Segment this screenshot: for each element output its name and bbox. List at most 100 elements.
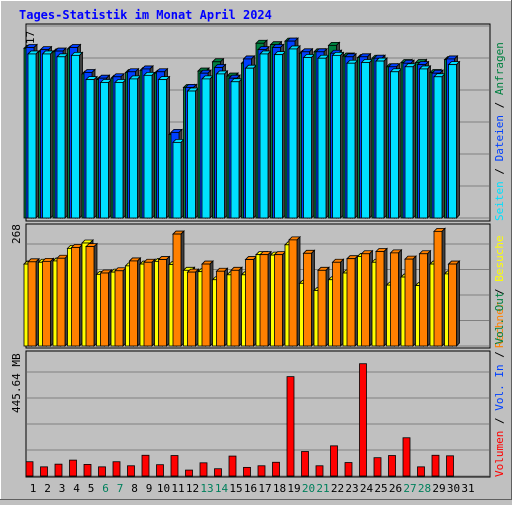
bar-rechner-day-15 [230,269,240,347]
day-label-30: 30 [447,482,460,495]
day-label-18: 18 [273,482,286,495]
day-label-26: 26 [389,482,402,495]
bar-seiten-day-5 [85,79,95,219]
bar-seiten-day-7 [114,82,124,219]
bar-rechner-day-17 [259,254,269,347]
y-tick-label-volume: 445.64 MB [10,353,23,413]
bar-rechner-day-24 [361,253,370,347]
panel-bottom: 445.64 MB [10,350,491,478]
bar-volume-day-11 [170,455,179,477]
bar-rechner-day-23 [346,258,356,347]
bar-volume-day-18 [272,461,280,477]
legend-top: Seiten / Dateien / Anfragen [493,42,506,221]
bar-volume-day-7 [112,461,121,477]
legend-item-vol-in: Vol. In [493,364,506,410]
bar-volume-day-30 [446,455,454,477]
legend-separator: / [493,161,506,181]
legend-bottom: Volumen / Vol. In / Vol. Out [493,292,506,477]
bar-rechner-day-13 [201,263,211,347]
day-label-12: 12 [186,482,199,495]
y-tick-label-visits: 268 [10,224,23,244]
bar-rechner-day-11 [172,233,182,347]
bar-seiten-day-19 [288,48,298,219]
bar-seiten-day-23 [346,62,356,219]
day-label-20: 20 [302,482,315,495]
bar-rechner-day-5 [85,246,95,347]
bar-volume-day-14 [214,468,222,477]
day-label-24: 24 [360,482,374,495]
bar-volume-day-9 [141,454,150,477]
bar-rechner-day-6 [100,272,109,347]
bar-volume-day-22 [330,445,338,477]
bar-rechner-day-21 [317,269,327,347]
legend-item-volumen: Volumen [493,431,506,477]
bar-rechner-day-3 [56,257,66,347]
bar-volume-day-17 [257,465,266,477]
bar-volume-day-24 [359,363,367,477]
bar-volume-day-19 [286,376,295,477]
day-label-9: 9 [146,482,153,495]
bar-rechner-day-12 [187,271,196,347]
bar-seiten-day-20 [303,57,312,219]
day-label-4: 4 [73,482,80,495]
bar-volume-day-13 [199,462,208,477]
bar-rechner-day-4 [71,247,80,347]
bar-seiten-day-13 [201,78,211,219]
legend-item-vol-out: Vol. Out [493,292,506,345]
bar-seiten-day-17 [259,53,269,219]
day-label-31: 31 [461,482,474,495]
legend-separator: / [493,411,506,431]
chart-title: Tages-Statistik im Monat April 2024 [19,8,272,22]
bar-rechner-day-30-side-face [456,260,460,347]
day-label-28: 28 [418,482,431,495]
panel-top-bars [23,25,489,219]
bar-seiten-day-6 [100,82,109,219]
bar-volume-day-6 [98,466,106,477]
bar-rechner-day-30 [448,263,457,347]
bar-rechner-day-20 [303,252,312,347]
day-label-15: 15 [229,482,242,495]
bar-rechner-day-9 [143,261,153,347]
bar-rechner-day-1 [27,261,37,347]
day-label-8: 8 [131,482,138,495]
bar-rechner-day-26 [390,252,399,347]
legend-separator: / [493,345,506,365]
bar-volume-day-20 [301,451,309,477]
bar-volume-day-28 [417,466,425,477]
bar-seiten-day-12 [187,90,196,219]
day-label-22: 22 [331,482,344,495]
bar-seiten-day-14 [216,73,225,219]
bar-seiten-day-10 [158,79,167,219]
bar-seiten-day-29 [433,76,443,219]
bar-seiten-day-25 [375,60,385,219]
day-label-16: 16 [244,482,257,495]
legend-item-rechner: Rechner [493,301,506,348]
bar-rechner-day-27 [404,258,414,347]
bar-volume-day-10 [156,464,164,477]
bar-volume-day-21 [315,465,324,477]
bar-rechner-day-22 [332,261,341,347]
bar-seiten-day-16 [245,67,254,219]
panel-bottom-bars [25,363,489,477]
bar-seiten-day-26 [390,71,399,219]
bar-rechner-day-7 [114,270,124,347]
panel-middle: 268 [10,223,491,349]
day-label-3: 3 [59,482,66,495]
bar-seiten-day-8 [129,78,138,219]
bar-rechner-day-28 [419,253,428,347]
bar-rechner-day-19 [288,239,298,347]
day-label-11: 11 [171,482,184,495]
day-label-1: 1 [30,482,37,495]
day-label-25: 25 [374,482,387,495]
day-label-19: 19 [287,482,300,495]
bar-rechner-day-25 [375,251,385,347]
bar-rechner-day-18 [274,254,283,347]
legend-item-besuche: Besuche [493,235,506,281]
bar-seiten-day-3 [56,56,66,219]
x-axis-day-labels: 1 2 3 4 5 6 7 8 9 10 11 12 13 14 15 16 17 18 19 20 21 22 23 24 2… [30,482,475,495]
day-label-14: 14 [215,482,229,495]
bar-volume-day-12 [185,469,193,477]
legend-separator: / [493,282,506,302]
